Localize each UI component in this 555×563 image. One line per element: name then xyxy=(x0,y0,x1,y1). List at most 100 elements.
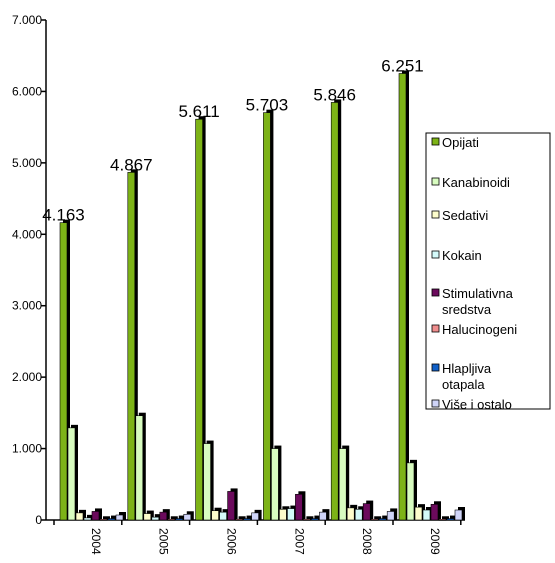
bar-shadow xyxy=(170,516,178,521)
bar xyxy=(115,514,124,521)
bar xyxy=(107,518,116,521)
data-label: 5.611 xyxy=(178,102,219,121)
y-tick-label: 3.000 xyxy=(12,299,42,313)
legend-swatch xyxy=(431,288,440,297)
bar-shadow xyxy=(450,515,457,520)
bar xyxy=(346,507,355,521)
bar xyxy=(263,112,271,521)
bar xyxy=(251,512,259,521)
bar xyxy=(151,516,160,521)
legend-label: Sedativi xyxy=(442,208,488,223)
legend-swatch xyxy=(431,363,440,372)
bar xyxy=(430,503,439,521)
bar xyxy=(99,518,108,521)
bar xyxy=(59,222,68,521)
bar xyxy=(167,518,176,521)
bar xyxy=(195,118,203,521)
legend-label: sredstva xyxy=(442,302,492,317)
legend-label: Hlapljiva xyxy=(442,361,492,376)
bar xyxy=(295,493,303,521)
bar xyxy=(319,511,327,521)
x-tick-label: 2007 xyxy=(292,528,306,555)
x-tick-label: 2009 xyxy=(428,528,442,555)
bar xyxy=(398,73,407,521)
x-axis: 2004 2005 2006 2007 2008 2009 xyxy=(46,519,465,555)
bar xyxy=(338,448,347,521)
bar xyxy=(378,518,387,521)
bar xyxy=(203,443,211,521)
bar-shadow xyxy=(442,516,449,521)
bar xyxy=(219,511,227,521)
legend-label: Kokain xyxy=(442,248,482,263)
bar xyxy=(414,506,423,521)
bar-shadow xyxy=(178,515,186,520)
bar xyxy=(235,518,243,521)
y-tick-label: 0 xyxy=(35,513,42,527)
bar xyxy=(67,427,76,521)
bar xyxy=(287,508,295,521)
bar xyxy=(303,518,311,521)
bar xyxy=(330,102,339,521)
bar xyxy=(354,508,363,521)
legend-swatch xyxy=(431,177,440,186)
legend-swatch xyxy=(431,399,440,408)
bar xyxy=(211,510,219,521)
bar xyxy=(454,509,463,521)
legend-label: Kanabinoidi xyxy=(442,175,510,190)
x-tick-label: 2005 xyxy=(157,528,171,555)
bar xyxy=(438,518,447,521)
bar xyxy=(127,172,136,521)
bar xyxy=(406,462,415,521)
y-tick-label: 2.000 xyxy=(12,370,42,384)
bar-shadow xyxy=(103,516,110,521)
bar xyxy=(311,518,319,521)
y-tick-label: 6.000 xyxy=(12,84,42,98)
bar xyxy=(271,448,279,521)
bar xyxy=(75,512,84,521)
data-label: 5.846 xyxy=(313,85,356,104)
bar-shadow xyxy=(87,514,94,520)
data-label: 6.251 xyxy=(381,57,424,76)
x-tick-label: 2008 xyxy=(360,528,374,555)
bar xyxy=(135,415,144,521)
bar xyxy=(175,518,184,521)
legend-swatch xyxy=(431,137,440,146)
legend-box xyxy=(425,132,551,410)
data-label: 5.703 xyxy=(246,96,289,115)
y-tick-label: 1.000 xyxy=(12,442,42,456)
bar-shadow xyxy=(238,516,246,521)
bar xyxy=(279,508,287,521)
legend-swatch xyxy=(431,250,440,259)
bar xyxy=(227,491,235,521)
bar xyxy=(159,511,168,521)
legend-label: otapala xyxy=(442,377,485,392)
data-label: 4.867 xyxy=(110,155,153,174)
x-tick-label: 2004 xyxy=(89,528,103,555)
bar xyxy=(362,503,371,521)
bar-shadow xyxy=(111,515,118,520)
bar xyxy=(83,517,92,521)
bar xyxy=(446,518,455,521)
bar-shadow xyxy=(306,516,314,521)
legend-label: Halucinogeni xyxy=(442,322,517,337)
data-label: 4.163 xyxy=(42,206,85,225)
bar-shadow xyxy=(246,515,254,520)
bar xyxy=(422,509,431,521)
y-axis: 0 1.000 2.000 3.000 4.000 5.000 6.000 7.000 xyxy=(12,13,47,527)
bar xyxy=(243,518,251,521)
legend-label: Stimulativna xyxy=(442,286,514,301)
bar-shadow xyxy=(382,515,390,520)
y-tick-label: 7.000 xyxy=(12,13,42,27)
bar xyxy=(143,513,152,521)
bar xyxy=(370,518,379,521)
legend-label: Opijati xyxy=(442,135,479,150)
legend-swatch xyxy=(431,324,440,333)
data-labels: 4.163 4.867 5.611 5.703 5.846 6.251 xyxy=(42,57,424,225)
bar xyxy=(386,511,395,521)
legend: Opijati Kanabinoidi Sedativi Kokain Stimulat… xyxy=(425,132,551,412)
y-tick-label: 4.000 xyxy=(12,227,42,241)
x-tick-label: 2006 xyxy=(225,528,239,555)
bar xyxy=(183,513,192,521)
legend-label: Više i ostalo xyxy=(442,397,512,412)
